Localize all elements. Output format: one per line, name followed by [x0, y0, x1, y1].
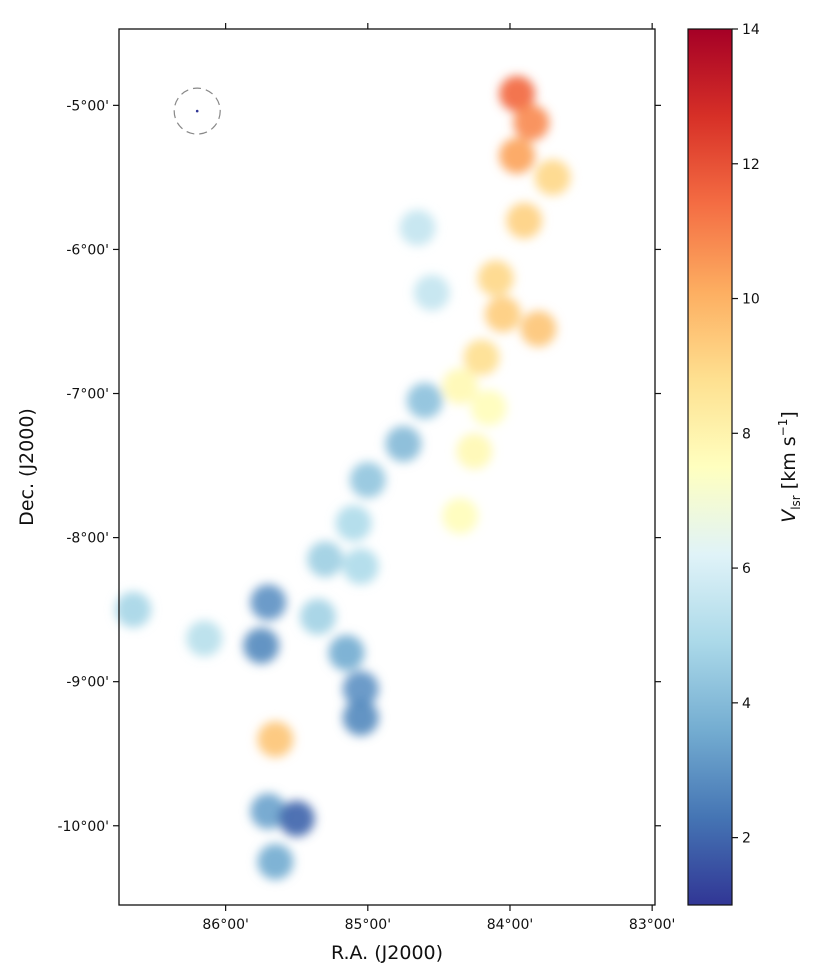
velocity-clump — [342, 699, 379, 736]
velocity-clump — [442, 368, 479, 405]
colorbar-label-unit: [km s — [778, 436, 800, 495]
colorbar-tick-label: 10 — [742, 292, 760, 308]
velocity-clump — [278, 800, 315, 837]
velocity-clump — [115, 591, 152, 628]
velocity-clump — [300, 598, 336, 635]
velocity-clump — [243, 627, 280, 664]
y-tick-label: -6°00' — [66, 242, 109, 258]
colorbar-tick-label: 4 — [742, 696, 751, 712]
velocity-clump — [342, 670, 379, 707]
plot-frame — [118, 28, 656, 906]
x-axis: 86°00' 85°00' 84°00' 83°00' — [202, 23, 675, 933]
y-tick-label: -8°00' — [66, 531, 109, 547]
map-panel: 86°00' 85°00' 84°00' 83°00' -5°00' -6°00' -7°… — [57, 23, 675, 933]
x-tick-label: 83°00' — [629, 917, 675, 933]
velocity-clump — [406, 382, 443, 419]
x-axis-label: R.A. (J2000) — [331, 942, 443, 964]
y-tick-label: -9°00' — [66, 675, 109, 691]
y-axis-label: Dec. (J2000) — [16, 408, 38, 526]
velocity-field — [115, 75, 571, 880]
colorbar-tick-label: 14 — [742, 22, 760, 38]
velocity-clump — [307, 541, 344, 578]
velocity-clump — [257, 843, 294, 880]
velocity-clump — [499, 137, 536, 174]
y-tick-label: -5°00' — [66, 98, 109, 114]
colorbar: 2 4 6 8 10 12 14 Vlsr [km s−1] — [687, 22, 803, 906]
colorbar-tick-label: 2 — [742, 831, 751, 847]
velocity-clump — [499, 75, 536, 112]
y-tick-label: -7°00' — [66, 387, 109, 403]
velocity-clump — [513, 104, 550, 141]
velocity-clump — [477, 260, 514, 297]
x-tick-label: 84°00' — [487, 917, 533, 933]
velocity-clump — [470, 389, 507, 426]
velocity-clump — [328, 634, 365, 671]
velocity-clump — [335, 505, 372, 542]
y-tick-label: -10°00' — [57, 819, 109, 835]
colorbar-tick-label: 12 — [742, 157, 760, 173]
velocity-clump — [342, 548, 379, 585]
velocity-clump — [534, 159, 571, 196]
velocity-clump — [257, 721, 294, 758]
velocity-clump — [442, 498, 479, 534]
colorbar-tick-label: 8 — [742, 426, 751, 442]
colorbar-label-close: ] — [778, 411, 800, 418]
colorbar-label-sub: lsr — [789, 495, 803, 510]
velocity-clump — [349, 462, 386, 498]
x-tick-label: 86°00' — [202, 917, 248, 933]
colorbar-gradient — [688, 29, 732, 905]
velocity-clump — [456, 433, 493, 470]
colorbar-frame — [687, 28, 733, 906]
beam-marker — [173, 87, 221, 135]
colorbar-label-exp: −1 — [776, 419, 790, 437]
beam-circle — [173, 87, 221, 135]
colorbar-label-symbol: V — [778, 508, 800, 523]
velocity-clump — [506, 202, 543, 239]
velocity-clump — [250, 793, 287, 830]
colorbar-tick-label: 6 — [742, 561, 751, 577]
velocity-clump — [186, 620, 223, 657]
velocity-clump — [463, 339, 500, 376]
velocity-clump — [413, 274, 450, 311]
plot-area — [119, 29, 655, 905]
y-axis: -5°00' -6°00' -7°00' -8°00' -9°00' -10°00' — [57, 98, 661, 835]
velocity-clump — [484, 296, 521, 333]
colorbar-ticks: 2 4 6 8 10 12 14 — [732, 22, 760, 847]
colorbar-label: Vlsr [km s−1] — [776, 411, 803, 523]
velocity-clump — [385, 425, 422, 462]
velocity-clump — [520, 310, 557, 347]
x-tick-label: 85°00' — [345, 917, 391, 933]
velocity-clump — [399, 209, 436, 246]
velocity-clump — [250, 584, 287, 621]
beam-dot — [195, 109, 199, 113]
